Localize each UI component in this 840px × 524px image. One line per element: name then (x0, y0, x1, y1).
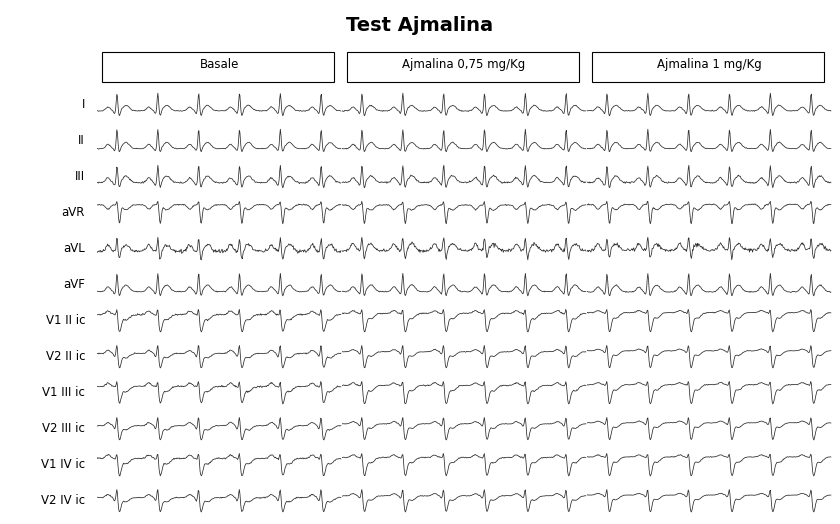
Text: Ajmalina 1 mg/Kg: Ajmalina 1 mg/Kg (657, 58, 762, 71)
Text: III: III (75, 170, 85, 183)
Bar (347, 52, 580, 82)
Text: aVF: aVF (63, 278, 85, 291)
Text: V1 II ic: V1 II ic (45, 314, 85, 327)
Text: aVL: aVL (63, 242, 85, 255)
Text: V2 III ic: V2 III ic (42, 422, 85, 435)
Text: V1 III ic: V1 III ic (42, 386, 85, 399)
Text: Test Ajmalina: Test Ajmalina (346, 16, 494, 36)
Text: V2 IV ic: V2 IV ic (41, 494, 85, 507)
Text: II: II (78, 134, 85, 147)
Text: V2 II ic: V2 II ic (45, 350, 85, 363)
Text: V1 IV ic: V1 IV ic (41, 458, 85, 471)
Bar (591, 52, 824, 82)
Bar (102, 52, 334, 82)
Text: Basale: Basale (199, 58, 239, 71)
Text: Ajmalina 0,75 mg/Kg: Ajmalina 0,75 mg/Kg (402, 58, 526, 71)
Text: I: I (81, 98, 85, 111)
Text: aVR: aVR (61, 206, 85, 219)
